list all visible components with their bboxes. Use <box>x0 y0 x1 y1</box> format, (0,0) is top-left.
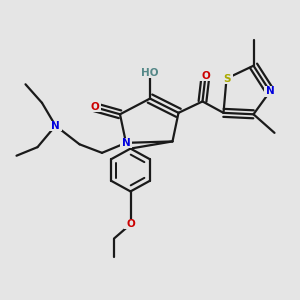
FancyBboxPatch shape <box>199 70 212 81</box>
Text: N: N <box>122 138 130 148</box>
Text: HO: HO <box>141 68 159 78</box>
Text: N: N <box>266 86 274 96</box>
Text: O: O <box>126 219 135 229</box>
Text: O: O <box>201 71 210 81</box>
FancyBboxPatch shape <box>141 68 159 78</box>
Text: N: N <box>51 121 60 131</box>
FancyBboxPatch shape <box>220 74 233 84</box>
FancyBboxPatch shape <box>88 102 101 112</box>
Text: S: S <box>223 74 230 84</box>
FancyBboxPatch shape <box>120 138 132 148</box>
Text: O: O <box>90 102 99 112</box>
FancyBboxPatch shape <box>49 121 62 131</box>
FancyBboxPatch shape <box>264 86 276 97</box>
FancyBboxPatch shape <box>124 219 137 230</box>
